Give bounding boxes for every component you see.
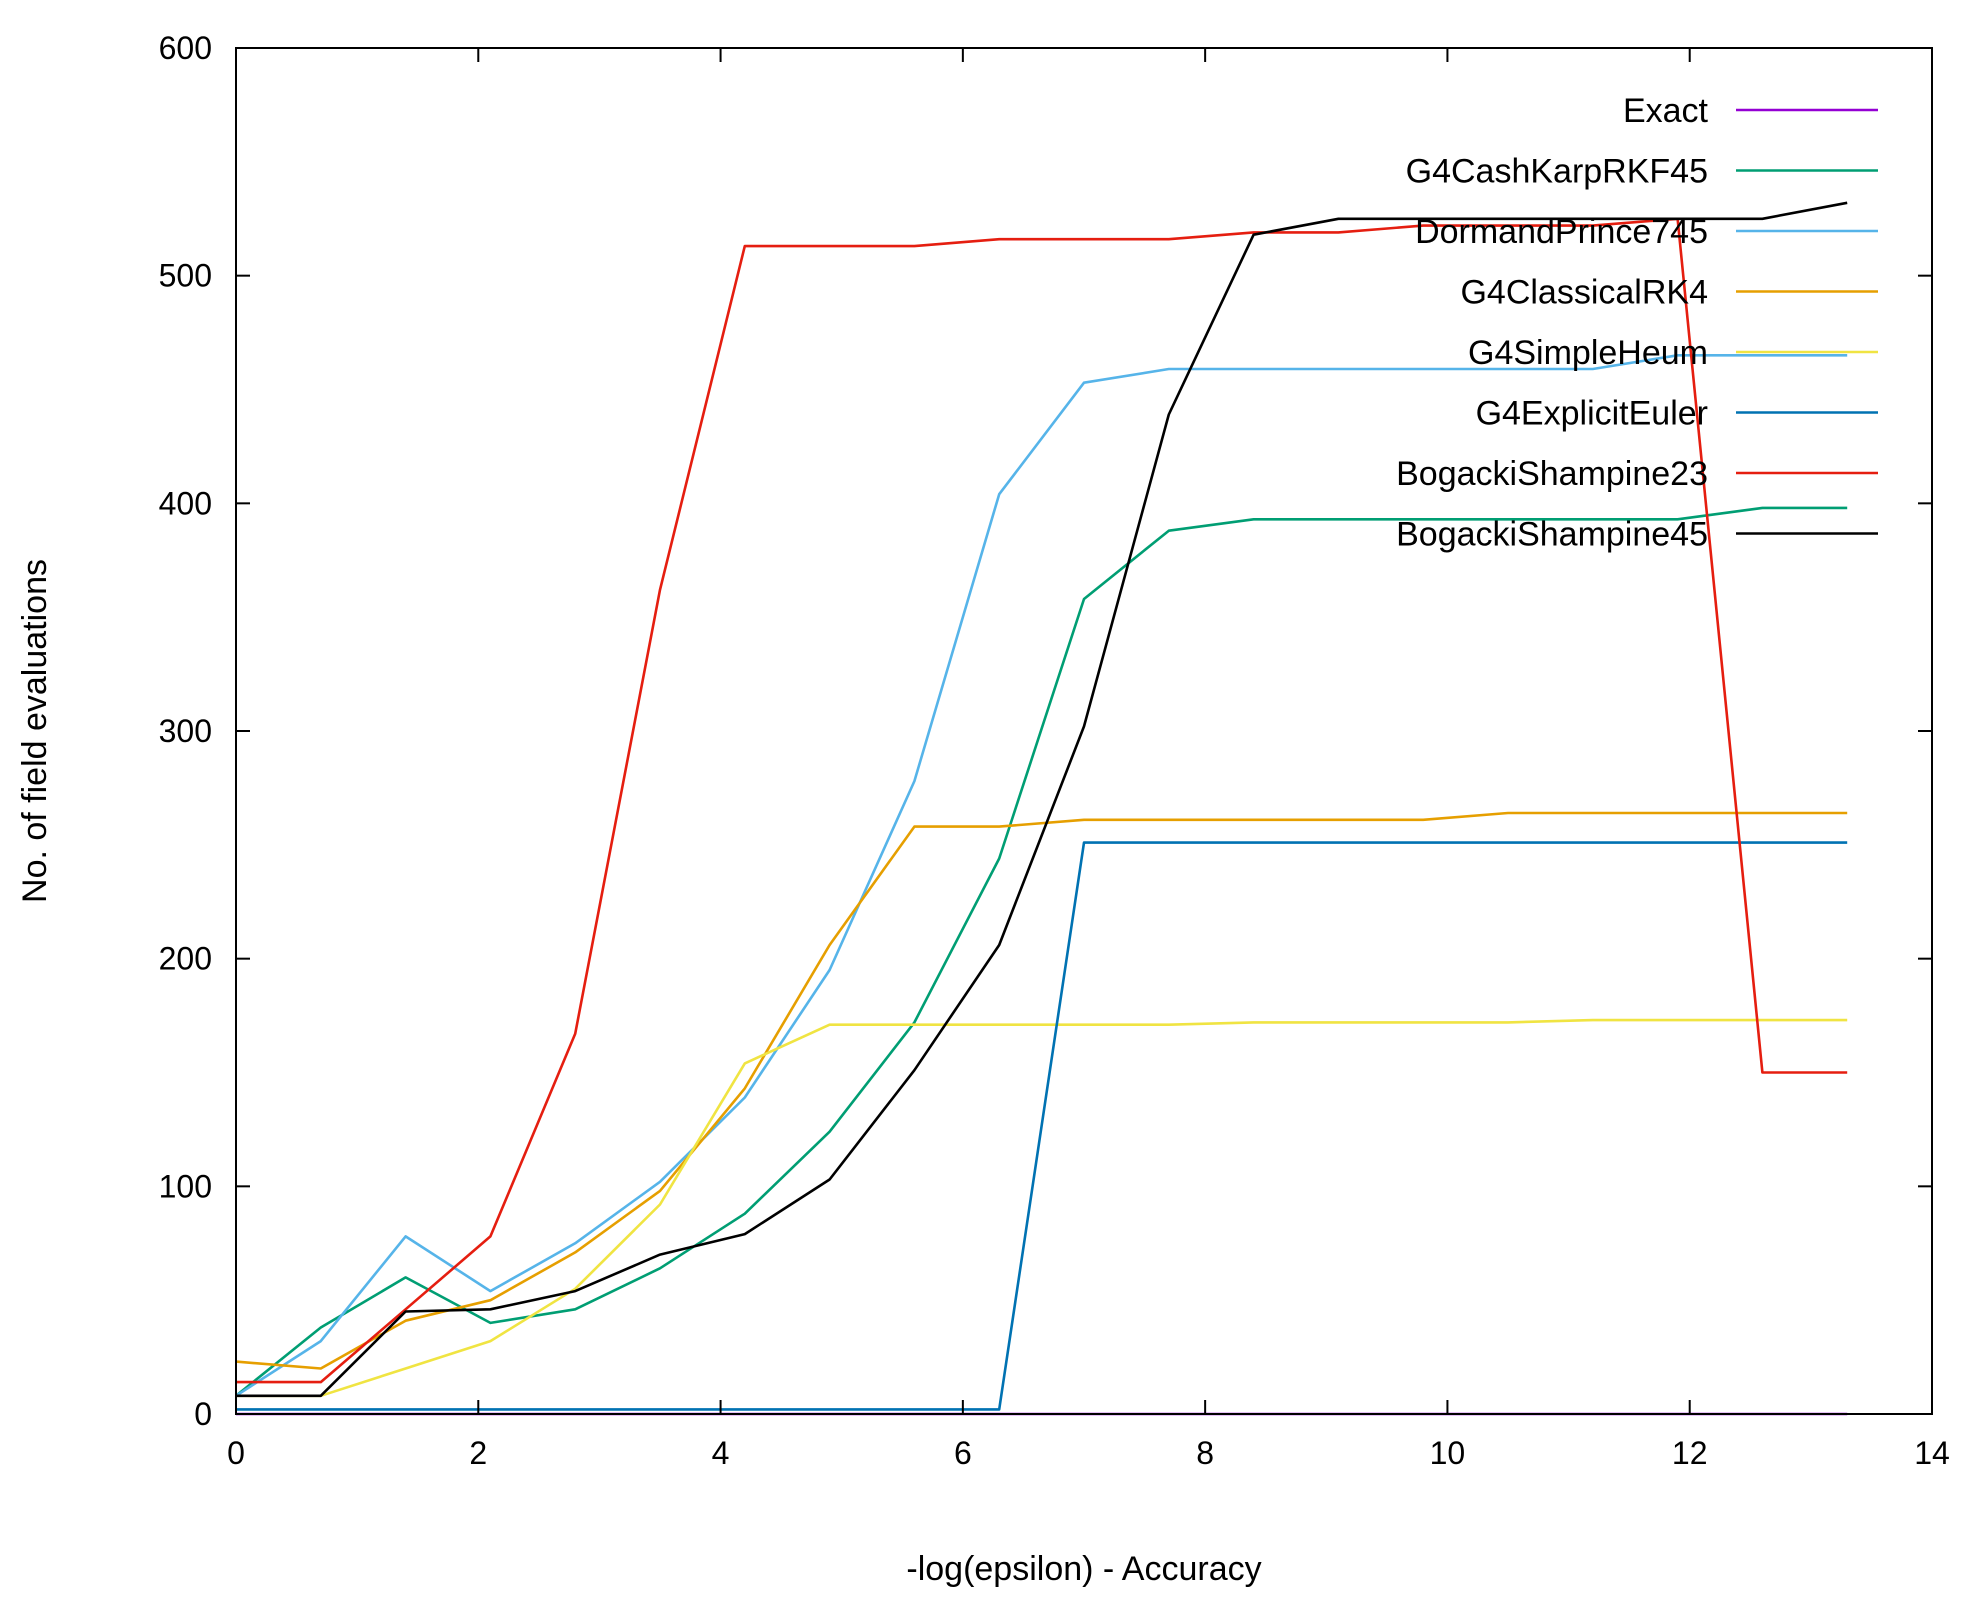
legend-label: BogackiShampine23 [1396, 455, 1708, 493]
series-line-g4cashkarprkf45 [235, 506, 1848, 1397]
axis-ticks: 0 2 4 6 8 10 12 14 0 100 200 300 400 500 600 [159, 30, 1950, 1471]
legend-entry: DormandPrince745 [1415, 213, 1878, 251]
legend-entry: BogackiShampine23 [1396, 455, 1878, 493]
series-line-bogackishampine23 [236, 217, 1848, 1384]
y-tick-label: 400 [159, 485, 212, 521]
y-axis-label: No. of field evaluations [16, 559, 54, 903]
x-tick-label: 0 [227, 1435, 245, 1471]
x-tick-label: 8 [1196, 1435, 1214, 1471]
y-tick-label: 100 [159, 1168, 212, 1204]
y-tick-label: 500 [159, 258, 212, 294]
legend-entry: G4CashKarpRKF45 [1406, 153, 1878, 191]
series-line-g4expliciteuler [236, 841, 1848, 1411]
legend-label: G4SimpleHeum [1468, 334, 1708, 372]
legend-label: BogackiShampine45 [1396, 516, 1708, 554]
legend-label: Exact [1623, 92, 1709, 130]
y-tick-label: 300 [159, 713, 212, 749]
y-tick-label: 0 [194, 1396, 212, 1432]
x-axis-label: -log(epsilon) - Accuracy [906, 1550, 1261, 1588]
x-tick-label: 6 [954, 1435, 972, 1471]
legend-label: DormandPrince745 [1415, 213, 1708, 251]
series-lines [235, 201, 1848, 1416]
x-tick-label: 2 [469, 1435, 487, 1471]
legend-entry: G4ExplicitEuler [1476, 395, 1878, 433]
series-line-dormandprince745 [235, 353, 1848, 1397]
x-tick-label: 4 [712, 1435, 730, 1471]
x-tick-label: 10 [1430, 1435, 1466, 1471]
series-line-g4classicalrk4 [235, 811, 1848, 1370]
legend: Exact G4CashKarpRKF45 DormandPrince745 G4Cl… [1396, 92, 1878, 554]
legend-label: G4ClassicalRK4 [1460, 274, 1708, 312]
x-tick-label: 14 [1914, 1435, 1950, 1471]
legend-entry: G4SimpleHeum [1468, 334, 1878, 372]
legend-entry: Exact [1623, 92, 1878, 130]
legend-label: G4ExplicitEuler [1476, 395, 1708, 433]
y-tick-label: 600 [159, 30, 212, 66]
x-tick-label: 12 [1672, 1435, 1708, 1471]
series-line-bogackishampine45 [236, 201, 1848, 1398]
legend-entry: BogackiShampine45 [1396, 516, 1878, 554]
y-tick-label: 200 [159, 941, 212, 977]
legend-entry: G4ClassicalRK4 [1460, 274, 1878, 312]
legend-label: G4CashKarpRKF45 [1406, 153, 1708, 191]
series-line-g4simpleheum [236, 1018, 1848, 1398]
plot-frame [235, 47, 1933, 1415]
